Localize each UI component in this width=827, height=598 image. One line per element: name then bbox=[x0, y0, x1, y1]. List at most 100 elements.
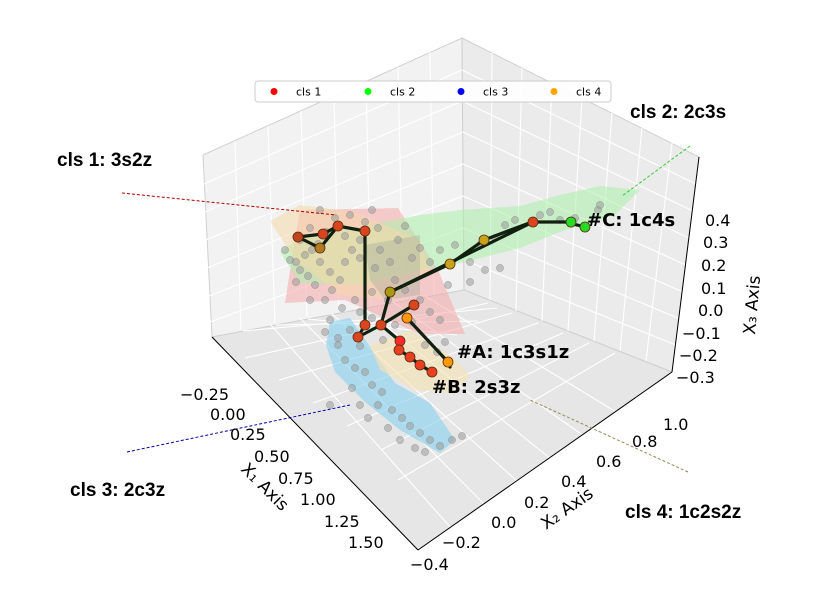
background-point bbox=[374, 401, 382, 409]
z-tick: 0.4 bbox=[705, 211, 730, 230]
background-point bbox=[394, 236, 402, 244]
background-point bbox=[341, 356, 349, 364]
callout-cls-3: cls 3: 2c3z bbox=[70, 480, 165, 501]
background-point bbox=[391, 276, 399, 284]
y-tick: 0.6 bbox=[596, 452, 621, 471]
highlight-node bbox=[401, 312, 413, 324]
highlight-nodes bbox=[292, 216, 591, 378]
x-tick: 0.25 bbox=[230, 425, 266, 444]
background-point bbox=[326, 316, 334, 324]
background-point bbox=[448, 436, 456, 444]
highlight-node bbox=[444, 258, 456, 270]
background-point bbox=[306, 296, 314, 304]
highlight-node bbox=[359, 225, 371, 237]
highlight-node bbox=[579, 221, 591, 233]
z-ticks: −0.3 −0.2 −0.1 0.0 0.1 0.2 0.3 0.4 bbox=[676, 211, 730, 387]
background-point bbox=[436, 442, 444, 450]
region-cls-3 bbox=[326, 318, 455, 453]
background-point bbox=[334, 341, 342, 349]
background-point bbox=[296, 266, 304, 274]
legend: cls 1 cls 2 cls 3 cls 4 bbox=[254, 80, 612, 103]
background-point bbox=[334, 334, 342, 342]
background-point bbox=[316, 206, 324, 214]
background-point bbox=[321, 296, 329, 304]
z-tick: −0.3 bbox=[676, 368, 715, 387]
background-point bbox=[306, 224, 314, 232]
x-tick: −0.25 bbox=[180, 385, 229, 404]
background-point bbox=[368, 381, 376, 389]
annotation-b: #B: 2s3z bbox=[432, 377, 521, 398]
background-point bbox=[311, 281, 319, 289]
background-point bbox=[421, 448, 429, 456]
background-point bbox=[356, 342, 364, 350]
x-tick: 1.50 bbox=[348, 533, 384, 552]
background-point bbox=[316, 258, 324, 266]
callout-cls-1: cls 1: 3s2z bbox=[57, 150, 152, 171]
background-point bbox=[348, 384, 356, 392]
background-point bbox=[546, 208, 554, 216]
axis-lines bbox=[211, 156, 700, 551]
annotation-c: #C: 1c4s bbox=[587, 210, 675, 231]
x-tick: 0.00 bbox=[210, 405, 246, 424]
background-point bbox=[536, 211, 544, 219]
background-point bbox=[346, 326, 354, 334]
y-tick: 0.0 bbox=[491, 513, 516, 532]
x-tick: 0.75 bbox=[278, 469, 314, 488]
legend-marker-cls-3 bbox=[457, 88, 465, 95]
highlight-node bbox=[478, 234, 490, 246]
background-point bbox=[396, 436, 404, 444]
background-point bbox=[376, 246, 384, 254]
highlight-node bbox=[408, 299, 420, 311]
highlight-node bbox=[404, 351, 416, 363]
background-point bbox=[356, 308, 364, 316]
z-tick: −0.1 bbox=[682, 324, 721, 343]
background-point bbox=[416, 244, 424, 252]
background-point bbox=[351, 364, 359, 372]
background-point bbox=[398, 414, 406, 422]
background-point bbox=[346, 211, 354, 219]
highlight-node bbox=[393, 344, 405, 356]
highlight-node bbox=[332, 220, 344, 232]
legend-box bbox=[254, 80, 612, 103]
background-point bbox=[301, 251, 309, 259]
callout-cls-4: cls 4: 1c2s2z bbox=[625, 502, 741, 523]
highlight-node bbox=[414, 359, 426, 371]
highlight-node bbox=[442, 356, 454, 368]
background-point bbox=[281, 246, 289, 254]
background-point bbox=[436, 316, 444, 324]
y-tick: 0.2 bbox=[524, 493, 549, 512]
background-point bbox=[356, 401, 364, 409]
background-point bbox=[436, 246, 444, 254]
legend-marker-cls-2 bbox=[364, 88, 372, 95]
x-tick: 1.00 bbox=[300, 490, 336, 509]
legend-label: cls 4 bbox=[576, 86, 601, 99]
background-point bbox=[361, 218, 369, 226]
background-point bbox=[406, 422, 414, 430]
y-tick: 0.4 bbox=[561, 472, 586, 491]
z-tick: 0.1 bbox=[701, 279, 726, 298]
background-point bbox=[374, 224, 382, 232]
z-axis-label: X₃ Axis bbox=[740, 275, 765, 336]
background-point bbox=[426, 308, 434, 316]
background-point bbox=[341, 258, 349, 266]
background-point bbox=[596, 201, 604, 209]
background-point bbox=[426, 258, 434, 266]
background-point bbox=[356, 254, 364, 262]
background-point bbox=[401, 222, 409, 230]
background-point bbox=[466, 258, 474, 266]
background-point bbox=[496, 264, 504, 272]
background-point bbox=[328, 286, 336, 294]
legend-label: cls 3 bbox=[483, 86, 508, 99]
background-point bbox=[416, 429, 424, 437]
legend-label: cls 2 bbox=[390, 86, 415, 99]
highlight-node bbox=[292, 231, 304, 243]
background-point bbox=[292, 278, 300, 286]
background-point bbox=[441, 338, 449, 346]
y-tick: 1.0 bbox=[663, 415, 688, 434]
y-tick: 0.8 bbox=[632, 432, 657, 451]
highlight-node bbox=[375, 319, 387, 331]
background-point bbox=[368, 314, 376, 322]
background-point bbox=[368, 206, 376, 214]
background-points bbox=[281, 201, 604, 456]
background-point bbox=[451, 241, 459, 249]
